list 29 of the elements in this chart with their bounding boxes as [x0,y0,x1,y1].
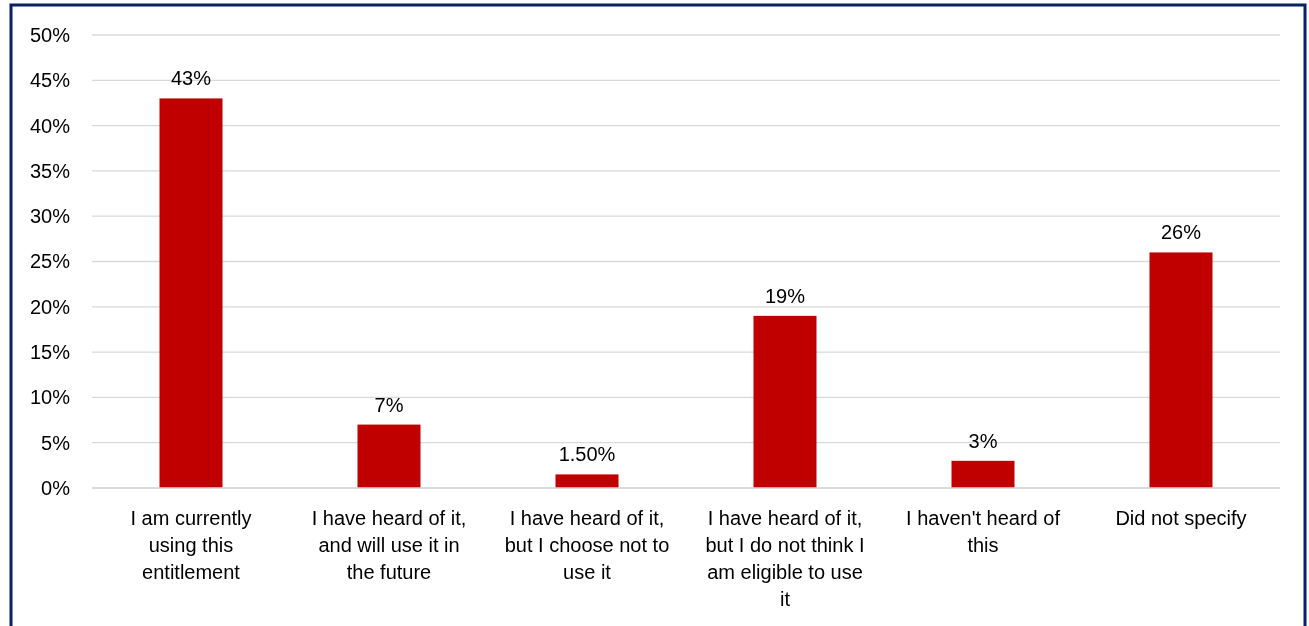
x-tick-label: Did not specify [1115,507,1247,529]
data-label: 1.50% [558,443,616,466]
y-tick-label: 40% [29,114,71,137]
y-tick-label: 25% [29,250,71,273]
x-tick-label: I haven't heard of this [906,507,1061,556]
data-label: 19% [764,284,806,307]
y-tick-label: 10% [29,386,71,409]
data-label: 26% [1160,221,1202,244]
y-tick-label: 30% [29,205,71,228]
bar [555,474,619,488]
y-tick-label: 0% [41,476,71,499]
bar [1149,252,1213,488]
x-tick-label: I am currently using this entitlement [130,507,252,583]
data-label: 7% [374,393,404,416]
x-tick-label: I have heard of it, but I do not think I am eligible to use it [705,507,865,610]
bar [357,424,421,488]
y-tick-label: 35% [29,159,71,182]
y-tick-label: 45% [29,69,71,92]
data-label: 3% [968,429,998,452]
y-tick-label: 50% [29,23,71,46]
bar [951,460,1015,488]
x-tick-label: I have heard of it, but I choose not to use it [504,507,670,583]
y-tick-label: 5% [41,431,71,454]
bar [159,98,223,488]
data-label: 43% [170,67,212,90]
x-tick-label: I have heard of it, and will use it in the future [311,507,467,583]
y-tick-label: 15% [29,341,71,363]
bar [753,315,817,488]
y-tick-label: 20% [29,295,71,318]
